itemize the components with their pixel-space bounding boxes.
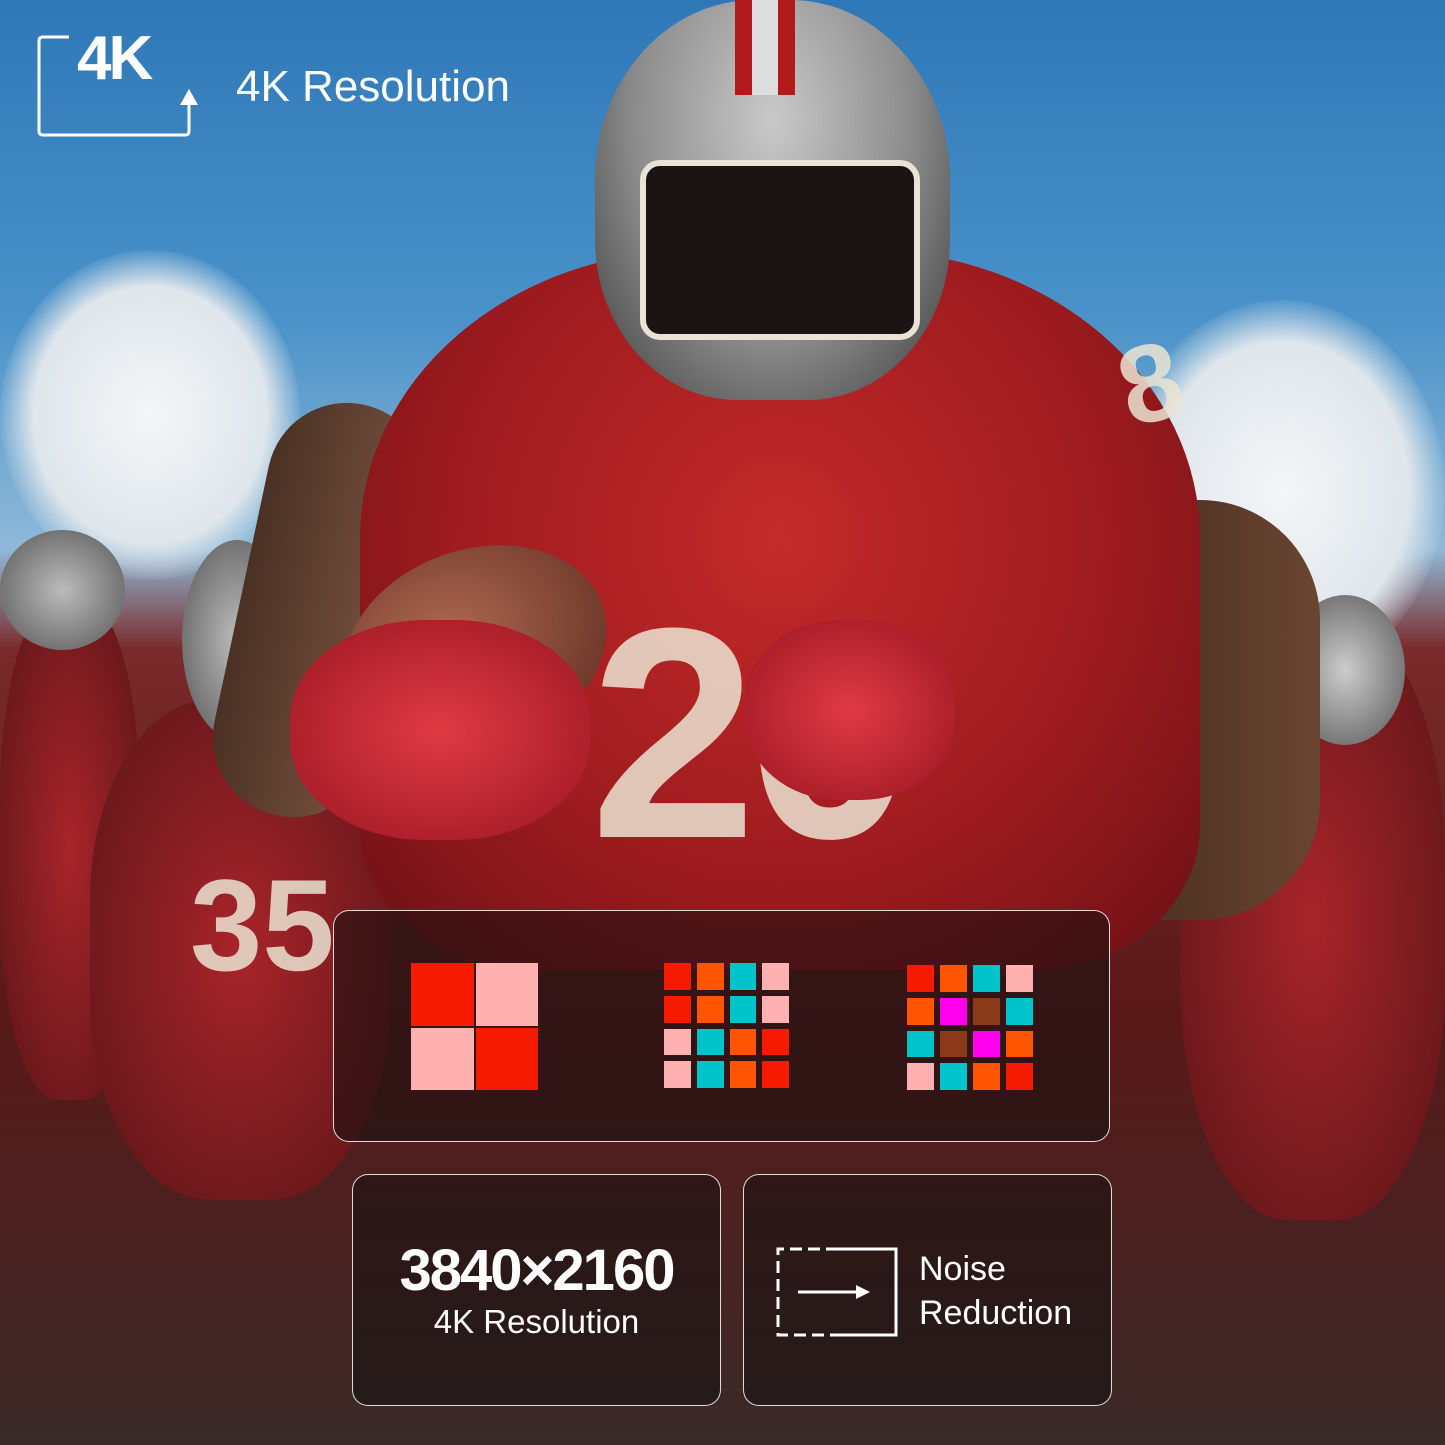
noise-label-line1: Noise (919, 1250, 1006, 1288)
4k-badge-icon: 4K (37, 24, 202, 137)
face-mask (640, 160, 920, 340)
pixel-cell-red (907, 965, 934, 992)
header-title: 4K Resolution (236, 62, 510, 111)
pixel-cell-pink (411, 1027, 474, 1090)
pixel-cell-pink (1006, 965, 1033, 992)
pixel-cell-red (664, 963, 691, 990)
pixel-cell-cyan (907, 1030, 934, 1058)
pixel-cell-red (1006, 1063, 1033, 1090)
pixel-cell-orange (696, 995, 724, 1023)
pixel-cell-orange (1006, 1030, 1033, 1058)
pixel-cell-red (475, 1027, 538, 1090)
glove (290, 620, 590, 840)
pixel-cell-orange (973, 1063, 1000, 1090)
pixel-cell-cyan (973, 965, 1000, 992)
pixel-grid-4x4 (664, 963, 789, 1088)
resolution-value: 3840×2160 (399, 1238, 676, 1303)
pixel-grid-2x2 (411, 963, 538, 1090)
pixel-cell-red (762, 1061, 789, 1088)
pixel-cell-pink (475, 963, 538, 1026)
badge-text: 4K (77, 24, 153, 93)
pixel-cell-orange (729, 1061, 757, 1088)
noise-reduction-card: Noise Reduction (743, 1174, 1112, 1406)
pixel-cell-pink (664, 1028, 691, 1056)
pixel-cell-orange (696, 963, 724, 990)
pixel-cell-cyan (696, 1028, 724, 1056)
pixel-cell-pink (907, 1063, 934, 1090)
pixel-cell-cyan (729, 963, 757, 990)
resolution-card: 3840×2160 4K Resolution (352, 1174, 721, 1406)
pixel-cell-pink (664, 1061, 691, 1088)
pixel-cell-cyan (940, 1063, 967, 1090)
pixel-cell-orange (940, 965, 967, 992)
pixel-cell-brown (940, 1030, 967, 1058)
noise-label-line2: Reduction (919, 1294, 1073, 1332)
background-helmet (0, 530, 125, 650)
helmet-stripe (735, 0, 795, 95)
pixel-cell-cyan (696, 1061, 724, 1088)
pixel-cell-orange (729, 1028, 757, 1056)
pixel-cell-red (762, 1028, 789, 1056)
pixel-cell-cyan (729, 995, 757, 1023)
pixel-cell-pink (762, 995, 789, 1023)
glove (745, 620, 955, 800)
pixel-cell-magenta (940, 997, 967, 1025)
pixel-cell-red (411, 963, 474, 1026)
cloud (0, 250, 300, 580)
pixel-cell-brown (973, 997, 1000, 1025)
pixel-cell-orange (907, 997, 934, 1025)
background-jersey-number: 35 (190, 852, 335, 998)
pixel-cell-cyan (1006, 997, 1033, 1025)
resolution-label: 4K Resolution (433, 1303, 640, 1340)
pixel-cell-pink (762, 963, 789, 990)
pixel-comparison-panel (333, 910, 1110, 1142)
noise-reduction-icon (776, 1247, 898, 1337)
pixel-cell-magenta (973, 1030, 1000, 1058)
pixel-grid-4x4-enhanced (907, 965, 1033, 1090)
pixel-cell-red (664, 995, 691, 1023)
